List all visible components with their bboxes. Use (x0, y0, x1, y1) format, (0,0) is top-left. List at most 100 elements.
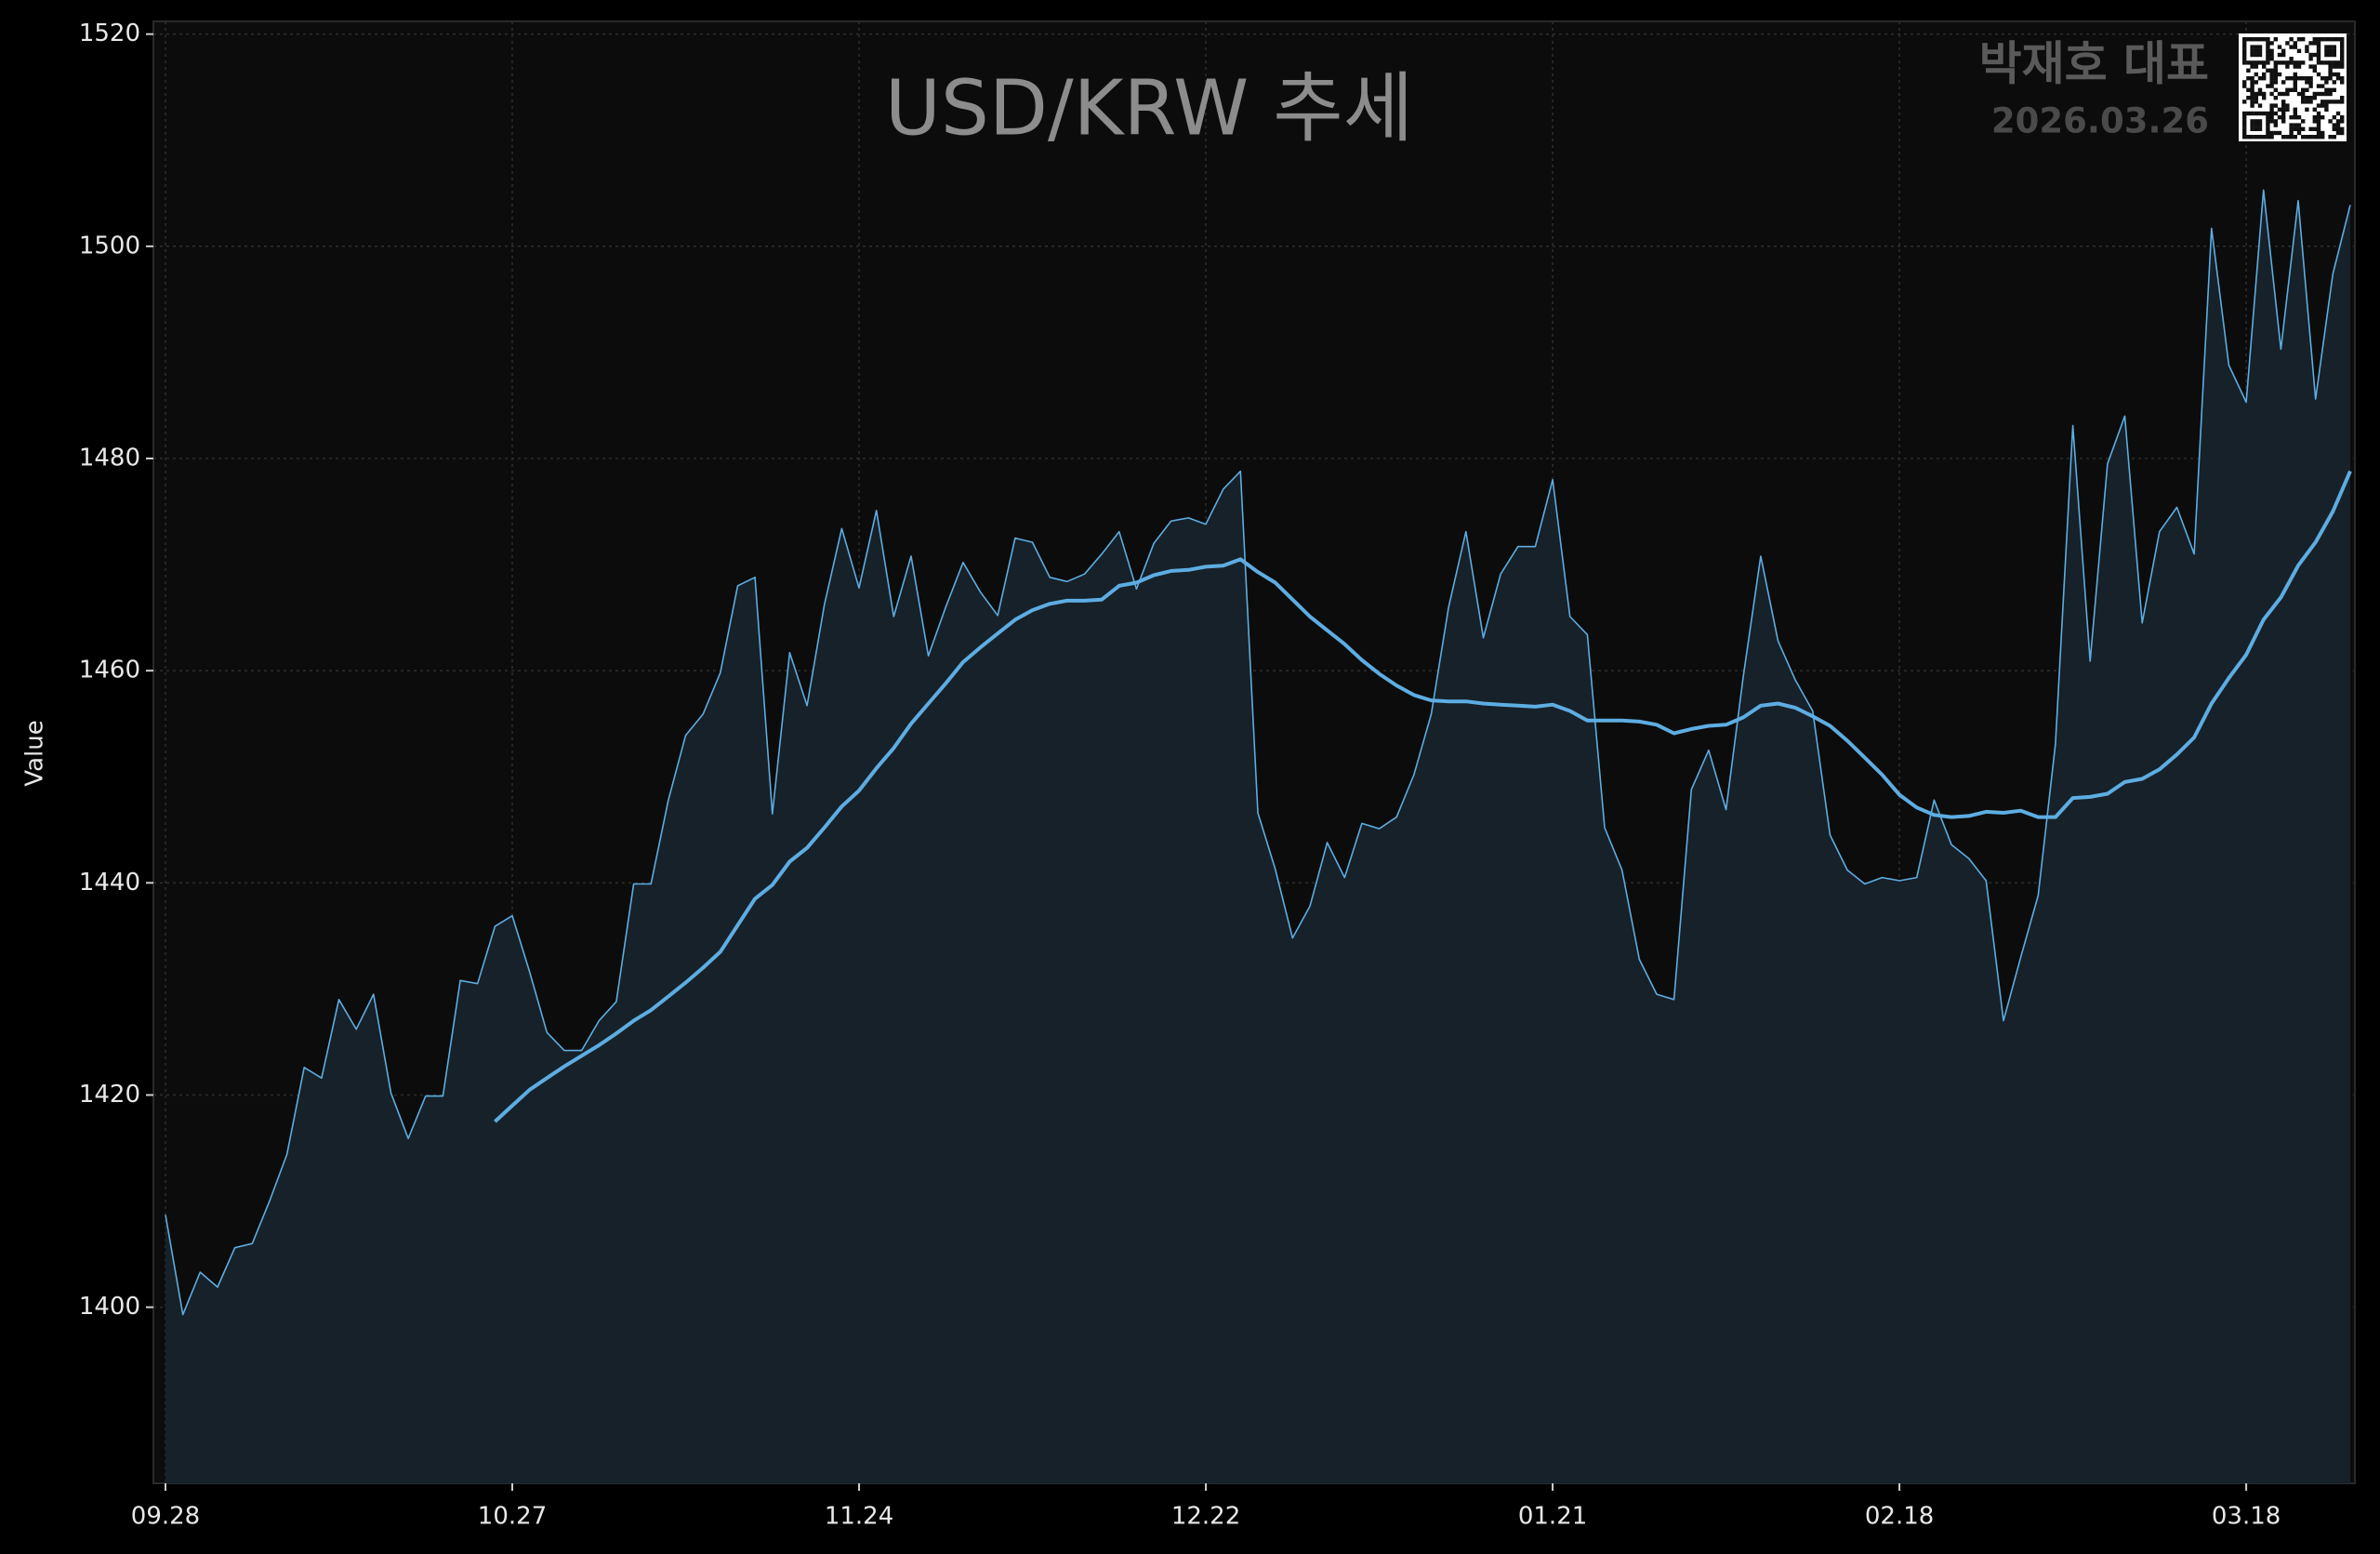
qr-module (2266, 60, 2270, 65)
qr-module (2320, 91, 2325, 97)
qr-module (2308, 135, 2313, 139)
qr-module (2273, 130, 2278, 136)
qr-module (2250, 52, 2254, 58)
qr-module (2293, 72, 2297, 77)
line (494, 470, 2352, 1123)
qr-module (2277, 107, 2282, 112)
qr-module (2296, 60, 2302, 65)
qr-module (2340, 130, 2345, 136)
y-tick-label: 1420 (79, 1081, 140, 1109)
qr-module (2250, 96, 2254, 100)
qr-module (2257, 126, 2263, 131)
qr-module (2273, 123, 2278, 127)
qr-module (2335, 64, 2341, 69)
qr-module (2340, 37, 2345, 42)
qr-module (2305, 96, 2309, 100)
x-tick-label: 01.21 (1518, 1503, 1587, 1531)
qr-module (2254, 48, 2258, 53)
qr-module (2266, 123, 2270, 127)
qr-module (2269, 119, 2274, 124)
qr-module (2340, 45, 2345, 49)
qr-module (2266, 115, 2270, 120)
qr-module (2332, 115, 2336, 120)
qr-module (2316, 130, 2321, 136)
qr-module (2289, 45, 2294, 49)
qr-module (2293, 45, 2297, 49)
qr-module (2289, 76, 2294, 81)
qr-module (2316, 111, 2321, 116)
qr-module (2266, 48, 2270, 53)
qr-module (2242, 111, 2247, 116)
qr-module (2316, 91, 2321, 97)
qr-code (2239, 33, 2347, 141)
y-tick-label: 1480 (79, 445, 140, 472)
qr-module (2254, 45, 2258, 49)
qr-module (2305, 48, 2309, 53)
qr-module (2246, 37, 2251, 42)
qr-module (2340, 115, 2345, 120)
qr-module (2296, 123, 2302, 127)
qr-module (2281, 135, 2286, 139)
qr-module (2266, 41, 2270, 46)
qr-module (2328, 60, 2333, 65)
qr-module (2340, 100, 2345, 104)
watermark-date: 2026.03.26 (1991, 101, 2209, 141)
qr-module (2281, 103, 2286, 108)
qr-module (2335, 111, 2341, 116)
qr-module (2254, 37, 2258, 42)
qr-module (2296, 76, 2302, 81)
qr-module (2308, 52, 2313, 58)
qr-module (2324, 37, 2329, 42)
qr-module (2269, 68, 2274, 73)
qr-module (2254, 123, 2258, 127)
qr-module (2281, 60, 2286, 65)
qr-module (2340, 57, 2345, 61)
qr-module (2257, 37, 2263, 42)
qr-module (2242, 100, 2247, 104)
qr-module (2246, 68, 2251, 73)
qr-module (2273, 96, 2278, 100)
qr-module (2296, 64, 2302, 69)
qr-module (2312, 126, 2317, 131)
qr-module (2266, 52, 2270, 58)
qr-module (2316, 103, 2321, 108)
qr-module (2312, 135, 2317, 139)
qr-module (2293, 111, 2297, 116)
qr-module (2281, 48, 2286, 53)
qr-module (2285, 103, 2290, 108)
qr-module (2254, 119, 2258, 124)
qr-module (2266, 57, 2270, 61)
qr-module (2316, 84, 2321, 88)
qr-module (2277, 60, 2282, 65)
qr-module (2312, 119, 2317, 124)
qr-module (2316, 52, 2321, 58)
qr-module (2269, 111, 2274, 116)
qr-module (2328, 72, 2333, 77)
qr-module (2308, 80, 2313, 85)
qr-module (2273, 68, 2278, 73)
qr-module (2328, 91, 2333, 97)
qr-module (2320, 37, 2325, 42)
qr-module (2257, 87, 2263, 92)
qr-module (2250, 135, 2254, 139)
qr-module (2335, 126, 2341, 131)
qr-module (2277, 115, 2282, 120)
qr-module (2289, 123, 2294, 127)
qr-module (2324, 80, 2329, 85)
qr-module (2301, 96, 2306, 100)
qr-module (2324, 60, 2329, 65)
qr-module (2250, 100, 2254, 104)
qr-module (2285, 76, 2290, 81)
qr-module (2246, 87, 2251, 92)
qr-module (2273, 87, 2278, 92)
qr-module (2250, 103, 2254, 108)
qr-module (2328, 64, 2333, 69)
qr-module (2246, 76, 2251, 81)
qr-module (2301, 60, 2306, 65)
qr-module (2273, 60, 2278, 65)
qr-module (2257, 119, 2263, 124)
qr-module (2332, 48, 2336, 53)
qr-module (2301, 87, 2306, 92)
qr-module (2308, 76, 2313, 81)
qr-module (2301, 126, 2306, 131)
